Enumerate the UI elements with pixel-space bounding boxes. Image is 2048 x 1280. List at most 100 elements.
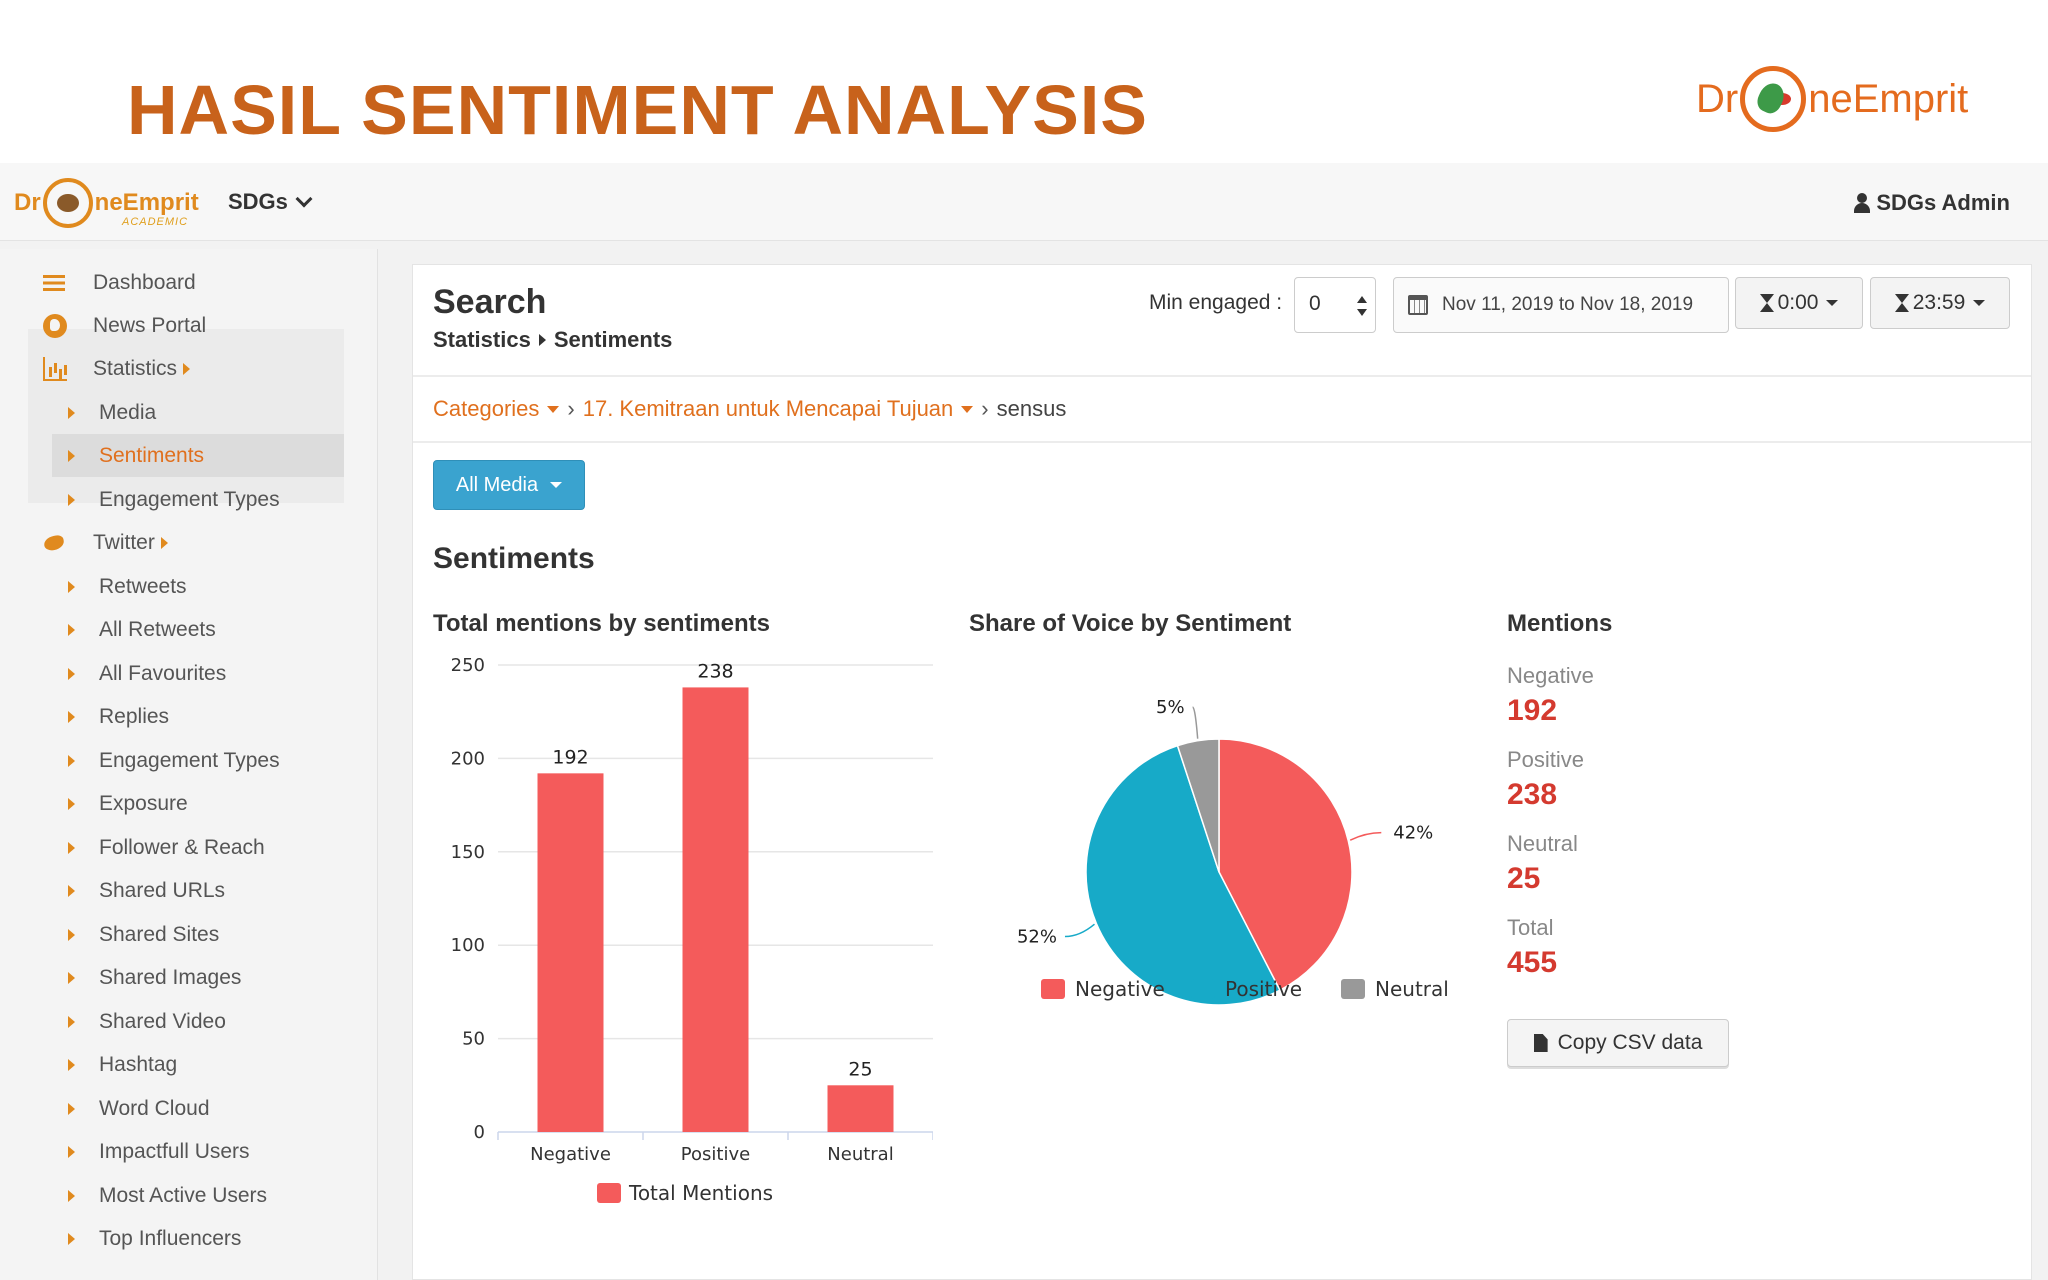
bird-logo-icon xyxy=(1740,66,1807,132)
sidebar-item-label: Shared URLs xyxy=(99,878,226,902)
caret-down-icon xyxy=(1973,300,1986,306)
caret-right-icon xyxy=(68,710,75,723)
stepper-arrows-icon[interactable] xyxy=(1357,296,1367,316)
page-title: Search xyxy=(433,283,547,321)
sidebar-item-all-retweets[interactable]: All Retweets xyxy=(28,608,344,651)
sidebar-item-all-favourites[interactable]: All Favourites xyxy=(28,652,344,695)
sidebar-item-label: Shared Video xyxy=(99,1009,226,1033)
sidebar-item-shared-sites[interactable]: Shared Sites xyxy=(28,913,344,956)
page-subtitle: Statistics Sentiments xyxy=(433,327,672,353)
end-time-button[interactable]: 23:59 xyxy=(1870,277,2010,329)
sidebar-item-top-influencers[interactable]: Top Influencers xyxy=(28,1217,344,1260)
pie-slice xyxy=(1176,738,1220,873)
sidebar-item-shared-urls[interactable]: Shared URLs xyxy=(28,869,344,912)
bar xyxy=(537,773,604,1132)
chevron-down-icon xyxy=(295,190,313,208)
sidebar-item-label: Retweets xyxy=(99,574,187,598)
caret-right-icon xyxy=(68,1145,75,1158)
start-time-button[interactable]: 0:00 xyxy=(1735,277,1863,329)
org-dropdown[interactable]: SDGs xyxy=(228,189,313,215)
sidebar-item-label: Shared Sites xyxy=(99,922,220,946)
copy-csv-button[interactable]: Copy CSV data xyxy=(1507,1019,1729,1067)
sidebar-item-replies[interactable]: Replies xyxy=(28,695,344,738)
legend-swatch xyxy=(1191,979,1215,999)
copy-csv-label: Copy CSV data xyxy=(1557,1031,1703,1054)
pie-data-label: 42% xyxy=(1393,823,1433,844)
caret-down-icon[interactable] xyxy=(961,405,974,413)
sidebar-item-twitter[interactable]: Twitter xyxy=(28,521,344,564)
caret-down-icon xyxy=(550,482,563,488)
caret-right-icon xyxy=(68,971,75,984)
pie-connector xyxy=(1064,923,1095,938)
sidebar-item-shared-images[interactable]: Shared Images xyxy=(28,956,344,999)
sidebar-item-sentiments[interactable]: Sentiments xyxy=(52,434,344,477)
sidebar-item-label: Word Cloud xyxy=(99,1096,210,1120)
file-icon xyxy=(1533,1034,1548,1052)
bar xyxy=(827,1085,894,1132)
sidebar-item-retweets[interactable]: Retweets xyxy=(28,565,344,608)
y-tick-label: 150 xyxy=(451,842,485,863)
bar-chart-title: Total mentions by sentiments xyxy=(433,610,770,637)
breadcrumb-category[interactable]: 17. Kemitraan untuk Mencapai Tujuan xyxy=(582,396,954,421)
min-engaged-stepper[interactable]: 0 xyxy=(1294,277,1376,333)
caret-right-icon xyxy=(183,362,191,375)
sidebar-item-impactfull-users[interactable]: Impactfull Users xyxy=(28,1130,344,1173)
sidebar-item-label: Top Influencers xyxy=(99,1226,242,1250)
caret-right-icon xyxy=(68,754,75,767)
divider xyxy=(413,441,2031,443)
sidebar-item-media[interactable]: Media xyxy=(28,391,344,434)
sidebar-item-label: Dashboard xyxy=(93,270,196,294)
media-filter-button[interactable]: All Media xyxy=(433,460,585,510)
pie-data-label: 5% xyxy=(1156,697,1185,718)
pie-data-label: 52% xyxy=(1017,927,1057,948)
caret-down-icon xyxy=(1826,300,1839,306)
logo-text-right: neEmprit xyxy=(1808,76,1969,121)
x-tick-label: Neutral xyxy=(827,1144,893,1165)
sidebar-item-exposure[interactable]: Exposure xyxy=(28,782,344,825)
pie-chart: 42% 52% 5% Negative Positive Neutral xyxy=(1017,697,1449,1006)
y-tick-label: 250 xyxy=(451,655,485,676)
mentions-positive-value: 238 xyxy=(1507,778,1558,811)
topbar: Dr neEmprit ACADEMIC SDGs SDGs Admin xyxy=(0,163,2048,241)
sidebar-item-engagement-types[interactable]: Engagement Types xyxy=(28,478,344,521)
data-label: 238 xyxy=(697,660,733,682)
bar-chart-icon xyxy=(43,356,67,381)
sidebar-item-label: Engagement Types xyxy=(99,748,280,772)
caret-right-icon xyxy=(68,841,75,854)
breadcrumb-separator: › xyxy=(981,396,989,421)
y-tick-label: 50 xyxy=(462,1029,485,1050)
sidebar-item-statistics[interactable]: Statistics xyxy=(28,347,344,390)
breadcrumb-categories[interactable]: Categories xyxy=(433,396,540,421)
caret-right-icon xyxy=(68,1102,75,1115)
sidebar-item-label: Most Active Users xyxy=(99,1183,268,1207)
caret-right-icon xyxy=(68,797,75,810)
caret-down-icon[interactable] xyxy=(547,405,560,413)
sidebar-item-hashtag[interactable]: Hashtag xyxy=(28,1043,344,1086)
legend-swatch xyxy=(1041,979,1065,999)
sidebar: Dashboard News Portal Statistics Media S… xyxy=(0,249,378,1280)
x-tick-label: Positive xyxy=(681,1144,750,1165)
sidebar-item-dashboard[interactable]: Dashboard xyxy=(28,261,344,304)
breadcrumb: Categories › 17. Kemitraan untuk Mencapa… xyxy=(433,396,1066,422)
sidebar-item-word-cloud[interactable]: Word Cloud xyxy=(28,1087,344,1130)
list-icon xyxy=(43,271,67,295)
sidebar-item-label: Follower & Reach xyxy=(99,835,265,859)
mentions-title: Mentions xyxy=(1507,610,1613,637)
app-logo[interactable]: Dr neEmprit ACADEMIC xyxy=(14,178,199,228)
date-range-picker[interactable]: Nov 11, 2019 to Nov 18, 2019 xyxy=(1393,277,1729,333)
section-title: Sentiments xyxy=(433,542,595,575)
sidebar-item-news-portal[interactable]: News Portal xyxy=(28,304,344,347)
sidebar-item-label: All Favourites xyxy=(99,661,227,685)
min-engaged-label: Min engaged : xyxy=(1149,291,1283,314)
sidebar-item-twitter-engagement-types[interactable]: Engagement Types xyxy=(28,739,344,782)
caret-right-icon xyxy=(68,406,75,419)
sidebar-item-follower-reach[interactable]: Follower & Reach xyxy=(28,826,344,869)
sidebar-item-shared-video[interactable]: Shared Video xyxy=(28,1000,344,1043)
user-menu[interactable]: SDGs Admin xyxy=(1854,190,2010,216)
data-label: 192 xyxy=(552,746,588,768)
caret-right-icon xyxy=(68,580,75,593)
sidebar-item-most-active-users[interactable]: Most Active Users xyxy=(28,1174,344,1217)
user-name: SDGs Admin xyxy=(1876,190,2010,215)
end-time-value: 23:59 xyxy=(1912,291,1966,314)
caret-right-icon xyxy=(68,667,75,680)
